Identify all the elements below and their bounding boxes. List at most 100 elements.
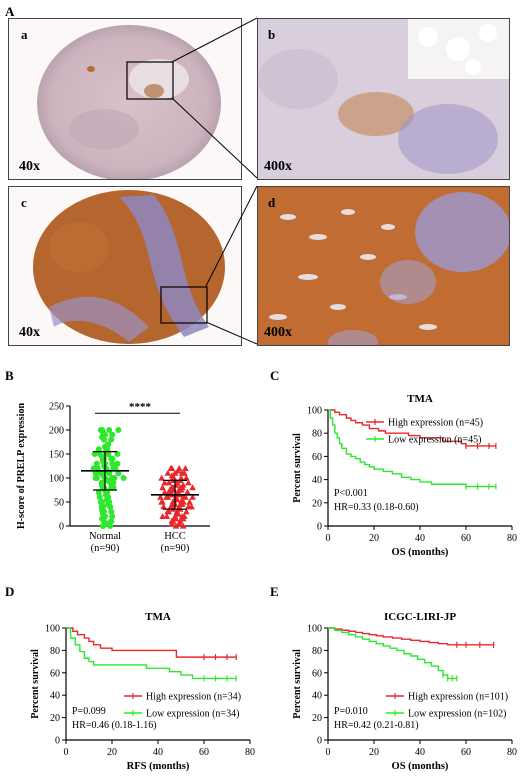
y-tick-label: 0 xyxy=(317,736,322,747)
km-curve-low xyxy=(328,409,496,488)
normal-data-point xyxy=(110,479,117,486)
hcc-data-point xyxy=(157,493,164,500)
normal-data-point xyxy=(93,460,100,467)
normal-data-point xyxy=(96,494,103,501)
chart-B-hscore-scatter: 0 50 100 150 200 250 H-score of PRELP expressi… xyxy=(16,401,210,554)
tile-b-label: b xyxy=(268,27,276,42)
tile-a-label: a xyxy=(21,27,28,42)
hcc-data-point xyxy=(161,479,168,486)
normal-data-point xyxy=(114,451,121,457)
hcc-data-point xyxy=(174,510,182,517)
zoom-image-b xyxy=(258,19,509,179)
hcc-data-point xyxy=(189,484,196,491)
tile-b-magnification: 400x xyxy=(264,159,292,174)
hcc-data-point xyxy=(172,481,180,488)
y-tick-label: 100 xyxy=(307,406,322,417)
normal-data-point xyxy=(107,503,114,510)
x-tick-label: 80 xyxy=(507,747,517,758)
tile-d-label: d xyxy=(268,195,276,210)
hcc-data-point xyxy=(170,486,178,493)
x-tick-label: 0 xyxy=(326,533,331,544)
x-tick-label: 60 xyxy=(461,747,471,758)
x-axis-label: OS (months) xyxy=(392,547,449,558)
y-tick-label: 150 xyxy=(49,450,64,461)
normal-data-point xyxy=(107,523,114,529)
normal-data-point xyxy=(106,427,113,433)
micrograph-b-400x: b 400x xyxy=(257,18,510,180)
y-tick-label: 0 xyxy=(317,522,322,533)
y-tick-label: 100 xyxy=(45,624,60,635)
normal-data-point xyxy=(95,489,102,496)
normal-data-point xyxy=(92,475,99,481)
y-tick-label: 80 xyxy=(50,646,60,657)
y-tick-label: 40 xyxy=(312,475,322,486)
hcc-data-point xyxy=(188,503,195,510)
x-tick-label: 60 xyxy=(461,533,471,544)
hcc-data-point xyxy=(186,498,193,505)
normal-data-point xyxy=(109,455,116,462)
panel-E-letter: E xyxy=(270,584,279,599)
y-axis-label: Percent survival xyxy=(292,649,303,719)
normal-data-point xyxy=(109,460,116,467)
y-tick-label: 60 xyxy=(50,668,60,679)
chart-C-km-tma-os: TMA 0 20 40 60 80 100 0 20 40 60 80 OS (months) Perce… xyxy=(292,393,517,558)
tma-core-image-a xyxy=(37,25,221,179)
normal-data-point xyxy=(106,470,113,477)
panel-B-letter: B xyxy=(5,368,14,383)
y-tick-label: 40 xyxy=(312,691,322,702)
km-curve-high xyxy=(328,627,494,646)
normal-data-point xyxy=(108,436,115,443)
y-axis-label: Percent survival xyxy=(30,649,41,719)
y-tick-label: 80 xyxy=(312,646,322,657)
hcc-data-point xyxy=(165,479,173,486)
hcc-data-point xyxy=(184,489,191,495)
normal-data-point xyxy=(114,460,121,467)
hcc-data-point xyxy=(183,508,190,515)
hcc-data-point xyxy=(172,515,180,522)
normal-data-point xyxy=(91,451,98,457)
y-tick-label: 200 xyxy=(49,426,64,437)
x-tick-label: 20 xyxy=(369,747,379,758)
hcc-data-point xyxy=(172,522,180,529)
hcc-data-point xyxy=(178,501,186,507)
normal-data-point xyxy=(105,451,112,457)
hcc-data-point xyxy=(161,489,168,495)
normal-data-point xyxy=(110,484,117,491)
km-curve-low xyxy=(328,627,457,680)
normal-data-point xyxy=(100,523,106,529)
x-axis-label: OS (months) xyxy=(392,761,449,772)
annotation-text: HR=0.46 (0.18-1.16) xyxy=(72,720,157,731)
normal-data-point xyxy=(115,427,122,433)
hcc-data-point xyxy=(164,469,172,476)
normal-data-point xyxy=(92,470,99,477)
x-axis-label: RFS (months) xyxy=(127,761,190,772)
y-tick-label: 60 xyxy=(312,668,322,679)
hcc-data-point xyxy=(171,469,179,476)
tma-core-image-c xyxy=(33,190,225,344)
x-tick-label: 80 xyxy=(507,533,517,544)
micrograph-d-400x: d 400x xyxy=(257,186,510,346)
y-tick-label: 50 xyxy=(54,498,64,509)
hcc-data-point xyxy=(175,520,183,527)
hcc-data-point xyxy=(174,467,182,474)
normal-data-point xyxy=(109,513,116,520)
y-tick-label: 0 xyxy=(59,522,64,533)
normal-data-point xyxy=(115,470,122,477)
x-tick-label: 80 xyxy=(245,747,255,758)
annotation-text: P=0.010 xyxy=(334,706,368,717)
hcc-data-point xyxy=(181,469,188,476)
normal-data-point xyxy=(94,465,101,472)
km-curve-high xyxy=(66,627,237,658)
x-tick-label: 20 xyxy=(107,747,117,758)
legend-label: Low expression (n=45) xyxy=(388,435,481,446)
normal-data-point xyxy=(108,508,115,515)
panel-D-letter: D xyxy=(5,584,15,599)
y-tick-label: 40 xyxy=(50,691,60,702)
hcc-data-point xyxy=(179,515,187,522)
y-axis-label: Percent survival xyxy=(292,433,303,503)
y-tick-label: 20 xyxy=(50,713,60,724)
tile-c-magnification: 40x xyxy=(19,325,40,340)
y-tick-label: 20 xyxy=(312,498,322,509)
legend-label: Low expression (n=102) xyxy=(408,709,506,720)
x-tick-label: 0 xyxy=(326,747,331,758)
